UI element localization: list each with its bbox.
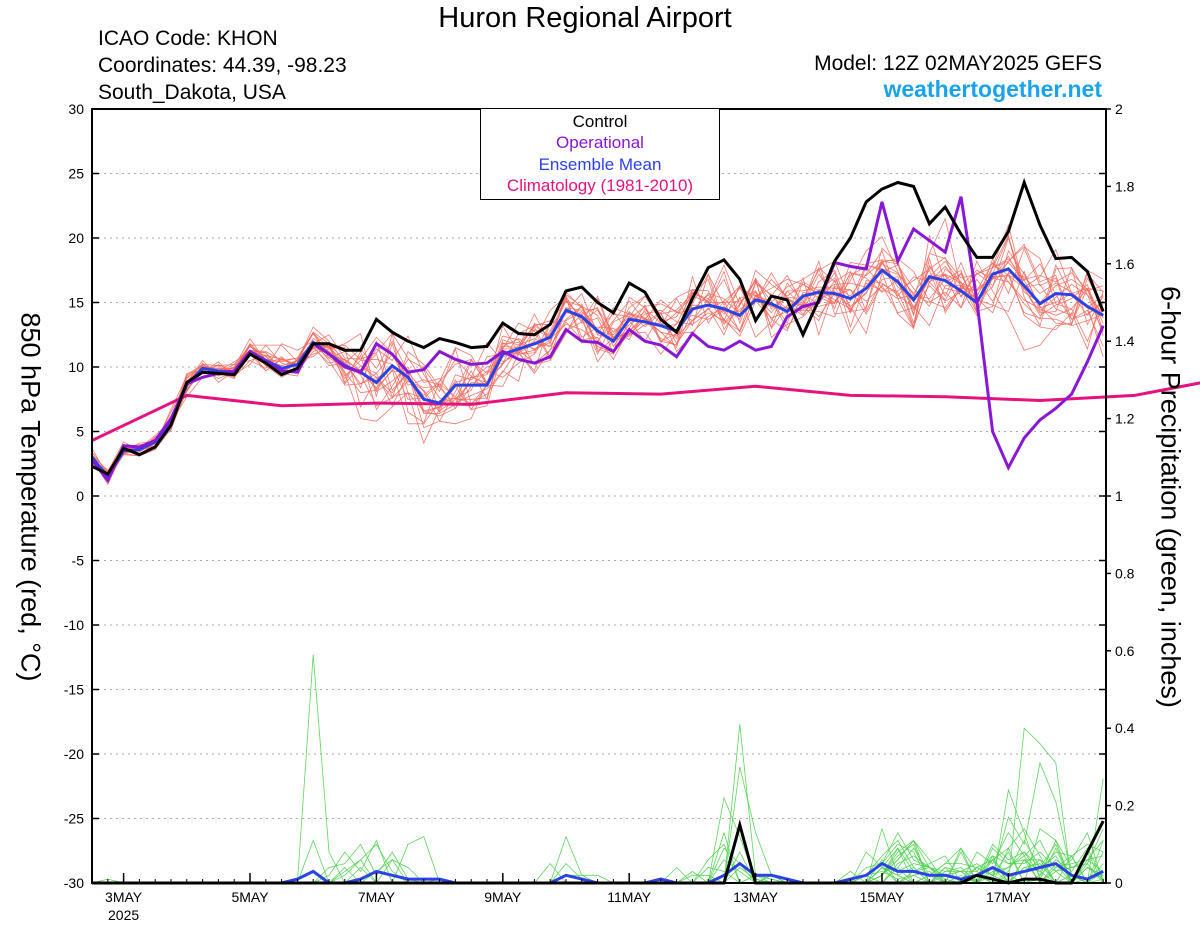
chart-title: Huron Regional Airport [438, 2, 732, 34]
y-axis-label-right: 6-hour Precipitation (green, inches) [1155, 286, 1186, 708]
y-tick-label: 25 [68, 166, 84, 182]
legend-climatology: Climatology (1981-2010) [506, 176, 694, 195]
y-tick-label: -20 [64, 746, 84, 762]
location-region: South_Dakota, USA [98, 81, 286, 104]
y2-tick-label: 0.6 [1115, 643, 1135, 659]
y2-tick-label: 2 [1115, 101, 1123, 117]
legend-control: Control [572, 112, 628, 131]
y2-tick-label: 1.8 [1115, 178, 1135, 194]
coordinates: Coordinates: 44.39, -98.23 [98, 54, 347, 77]
y2-tick-label: 0.4 [1115, 720, 1135, 736]
temperature-member-line [91, 259, 1104, 486]
y2-tick-label: 0.8 [1115, 565, 1135, 581]
precipitation-members-layer [91, 654, 1104, 885]
temperature-member-line [91, 261, 1104, 471]
y-tick-label: 0 [76, 488, 84, 504]
y-tick-label: -25 [64, 811, 84, 827]
x-year-label: 2025 [108, 907, 139, 923]
temperature-operational-line [90, 196, 1105, 484]
temperature-member-line [91, 256, 1104, 472]
legend-ensemble-mean: Ensemble Mean [538, 155, 662, 174]
x-tick-label: 3MAY [105, 889, 143, 905]
precipitation-member-line [92, 766, 1104, 884]
temperature-member-line [91, 270, 1104, 480]
y-tick-label: 15 [68, 295, 84, 311]
y-tick-label: 30 [68, 101, 84, 117]
precipitation-member-line [92, 724, 1104, 884]
grid-layer [92, 173, 1106, 819]
precipitation-member-line [92, 828, 1104, 884]
precipitation-member-line [92, 654, 1104, 885]
x-tick-label: 5MAY [231, 889, 269, 905]
y2-tick-label: 1.6 [1115, 256, 1135, 272]
temperature-member-line [91, 253, 1104, 478]
legend-operational: Operational [556, 133, 644, 152]
y-tick-label: -5 [72, 553, 85, 569]
precipitation-member-line [92, 828, 1104, 884]
y-tick-label: -15 [64, 682, 84, 698]
precipitation-member-line [92, 727, 1104, 884]
y-tick-label: 20 [68, 230, 84, 246]
x-tick-label: 9MAY [484, 889, 522, 905]
x-tick-label: 15MAY [860, 889, 906, 905]
y2-tick-label: 1.2 [1115, 411, 1135, 427]
brand-link[interactable]: weathertogether.net [883, 76, 1102, 102]
icao-code: ICAO Code: KHON [98, 27, 278, 50]
y-tick-label: 10 [68, 359, 84, 375]
y2-tick-label: 0.2 [1115, 798, 1135, 814]
temperature-member-line [91, 261, 1104, 479]
y2-tick-label: 1 [1115, 488, 1123, 504]
y2-tick-label: 1.4 [1115, 333, 1135, 349]
y-axis-label-left: 850 hPa Temperature (red, °C) [15, 312, 46, 682]
temperature-member-line [91, 262, 1104, 474]
temperature-member-line [91, 248, 1104, 477]
y-tick-label: 5 [76, 424, 84, 440]
x-tick-label: 17MAY [986, 889, 1032, 905]
legend: Control Operational Ensemble Mean Climat… [480, 108, 720, 200]
temperature-mean-line [90, 267, 1104, 480]
precipitation-member-line [92, 761, 1104, 884]
climatology-line [91, 381, 1200, 442]
axes-layer [91, 108, 1111, 884]
precipitation-member-line [92, 827, 1104, 884]
y-tick-label: -30 [64, 875, 84, 891]
temperature-members-layer [91, 217, 1104, 486]
model-run-label: Model: 12Z 02MAY2025 GEFS [814, 52, 1102, 75]
y2-tick-label: 0 [1115, 875, 1123, 891]
x-tick-label: 13MAY [733, 889, 779, 905]
temperature-control-line [91, 177, 1105, 477]
tick-labels-layer: 302520151050-5-10-15-20-25-3021.81.61.41… [64, 101, 1135, 923]
main-series-layer [90, 177, 1200, 885]
y-tick-label: -10 [64, 617, 84, 633]
x-tick-label: 7MAY [358, 889, 396, 905]
x-tick-label: 11MAY [607, 889, 651, 905]
